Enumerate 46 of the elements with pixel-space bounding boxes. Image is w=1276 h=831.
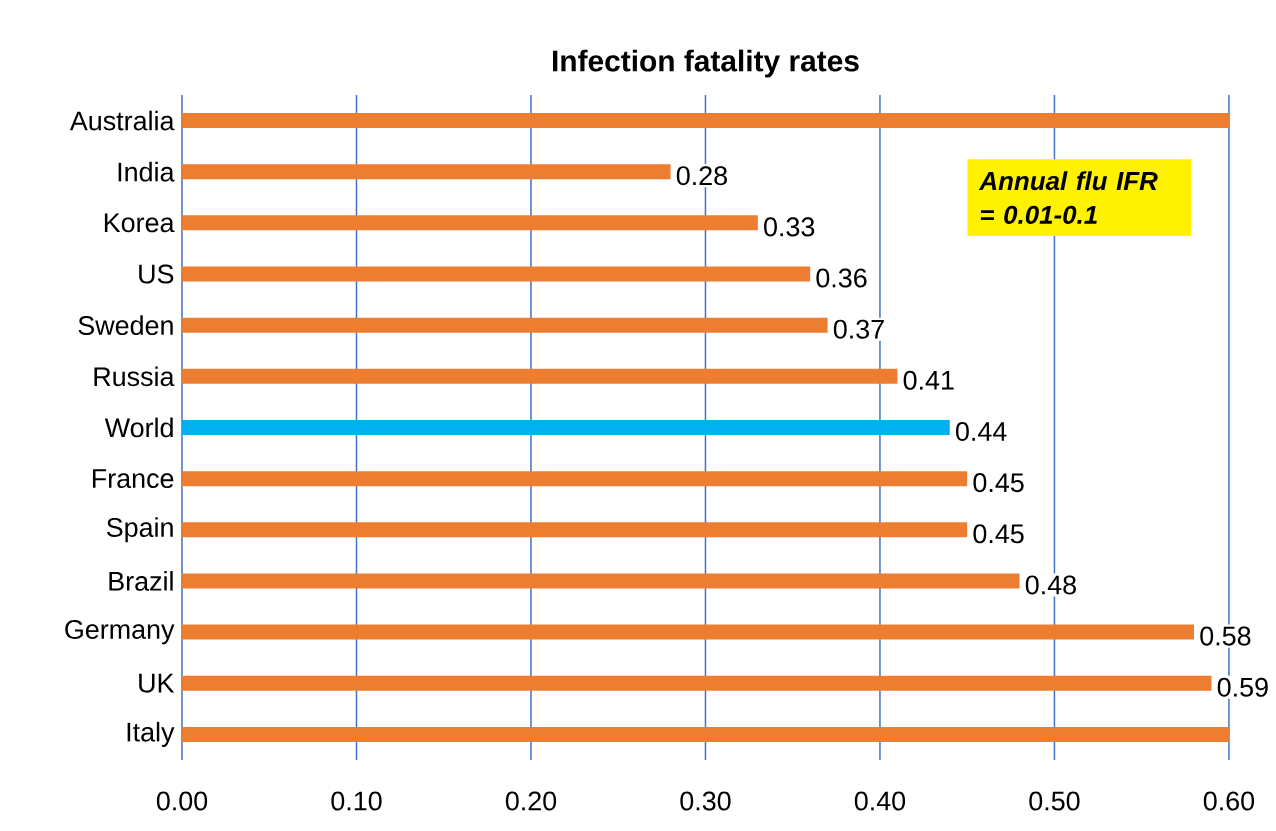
y-tick-label: India	[118, 161, 175, 182]
y-tick-label: France	[92, 469, 174, 489]
x-tick-label: 0.40	[854, 791, 906, 811]
y-tick-label: UK	[139, 673, 175, 693]
y-tick-label: Italy	[127, 721, 175, 747]
x-tick-label: 0.10	[331, 791, 382, 811]
y-tick-label: US	[139, 264, 174, 284]
bar	[182, 317, 828, 333]
bar	[182, 368, 898, 384]
bar	[182, 726, 1229, 742]
y-tick-label: Germany	[65, 619, 175, 645]
data-label: 0.45	[973, 524, 1024, 544]
x-tick-label: 0.00	[156, 791, 208, 811]
y-tick-label: Korea	[104, 213, 175, 233]
data-label: 0.48	[1025, 575, 1076, 595]
y-tick-label: Spain	[106, 517, 173, 543]
data-label: 0.58	[1200, 626, 1251, 646]
chart-title: Infection fatality rates	[553, 49, 859, 78]
bar	[182, 522, 968, 538]
x-tick-label: 0.20	[505, 791, 557, 811]
data-label: 0.36	[816, 268, 867, 288]
annotation: Annual flu IFR = 0.01-0.1	[978, 171, 1158, 225]
x-tick-label: 0.50	[1029, 791, 1080, 811]
bar	[182, 573, 1020, 589]
y-tick-label: Australia	[69, 110, 175, 131]
x-tick-label: 0.30	[680, 791, 731, 811]
bar	[182, 675, 1212, 691]
bar	[182, 215, 758, 231]
data-label: 0.59	[1217, 677, 1268, 697]
bar	[182, 164, 671, 180]
bar	[182, 471, 968, 487]
y-tick-label: Brazil	[109, 571, 173, 591]
y-tick-label: World	[104, 417, 173, 438]
x-tick-label: 0.60	[1203, 791, 1255, 811]
bar	[182, 624, 1195, 640]
bar	[182, 419, 950, 435]
bar	[182, 266, 811, 282]
y-tick-label: Russia	[94, 366, 175, 387]
data-label: 0.37	[833, 319, 884, 339]
data-label: 0.33	[764, 217, 815, 237]
data-label: 0.44	[956, 421, 1007, 442]
bar	[182, 113, 1229, 129]
y-tick-label: Sweden	[78, 315, 173, 336]
data-label: 0.41	[903, 370, 954, 390]
data-label: 0.28	[676, 166, 727, 186]
data-label: 0.45	[973, 473, 1024, 493]
